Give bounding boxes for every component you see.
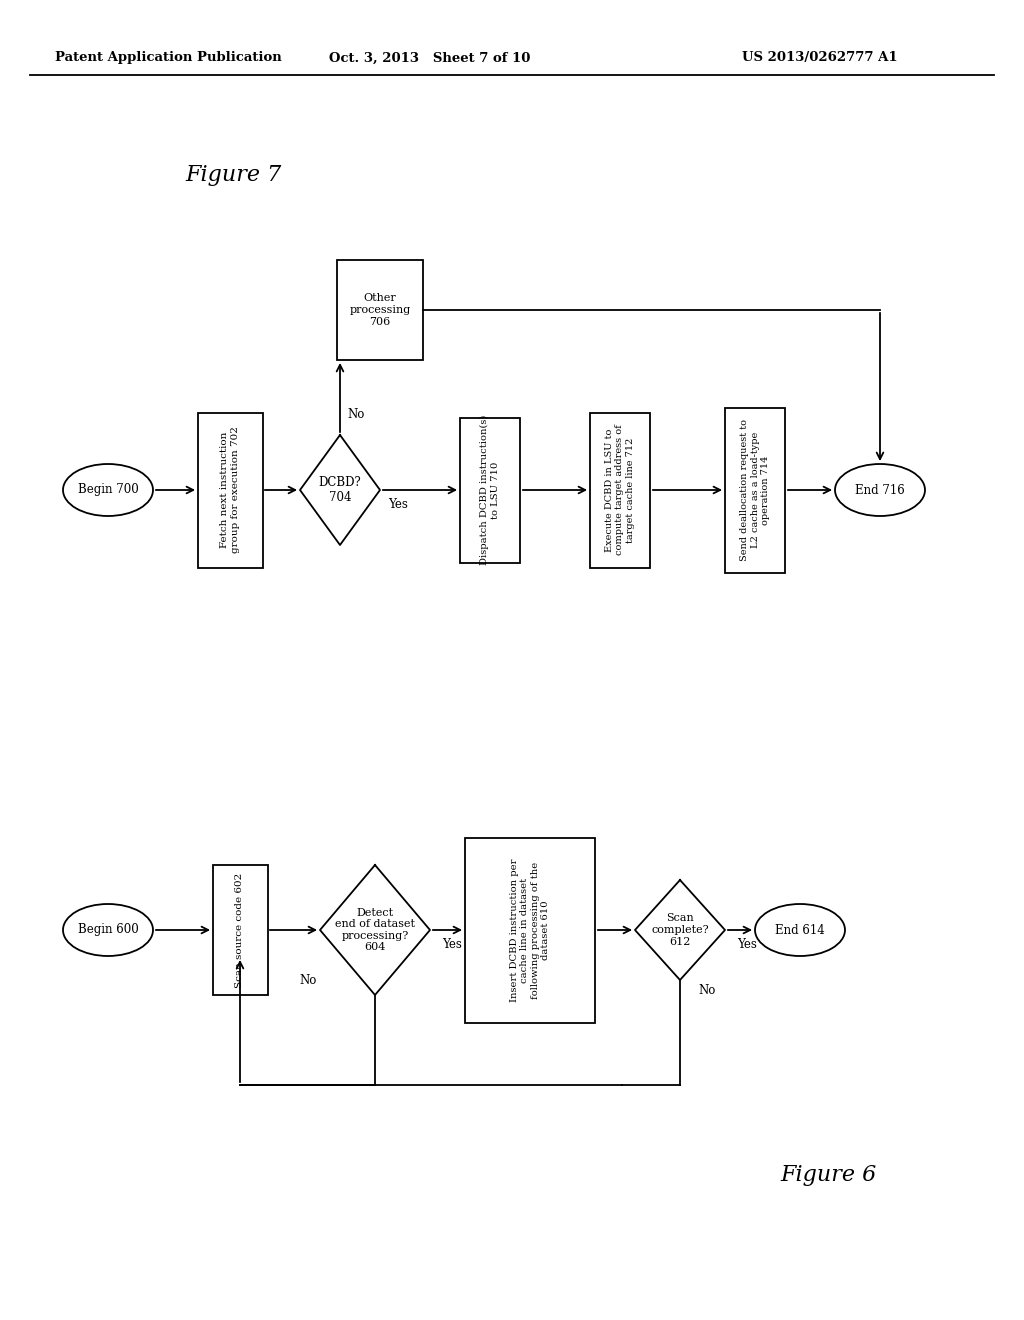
Text: Scan source code 602: Scan source code 602: [236, 873, 245, 987]
Text: Fetch next instruction
group for execution 702: Fetch next instruction group for executi…: [220, 426, 240, 553]
Bar: [198, 412, 262, 568]
Text: Yes: Yes: [442, 937, 462, 950]
Bar: [725, 408, 785, 573]
Bar: [213, 865, 267, 995]
Text: Detect
end of dataset
processing?
604: Detect end of dataset processing? 604: [335, 908, 415, 953]
Text: Scan
complete?
612: Scan complete? 612: [651, 913, 709, 946]
Bar: [337, 260, 423, 360]
Text: Begin 600: Begin 600: [78, 924, 138, 936]
Text: Begin 700: Begin 700: [78, 483, 138, 496]
Text: Yes: Yes: [737, 937, 757, 950]
Bar: [465, 837, 595, 1023]
Text: Oct. 3, 2013   Sheet 7 of 10: Oct. 3, 2013 Sheet 7 of 10: [330, 51, 530, 65]
Bar: [590, 412, 650, 568]
Text: End 716: End 716: [855, 483, 905, 496]
Text: Send deallocation request to
L2 cache as a load-type
operation 714: Send deallocation request to L2 cache as…: [740, 418, 770, 561]
Text: No: No: [299, 974, 316, 986]
Bar: [460, 417, 520, 562]
Text: DCBD?
704: DCBD? 704: [318, 477, 361, 504]
Text: No: No: [698, 983, 716, 997]
Text: End 614: End 614: [775, 924, 825, 936]
Text: Execute DCBD in LSU to
compute target address of
target cache line 712: Execute DCBD in LSU to compute target ad…: [605, 425, 635, 556]
Text: Figure 7: Figure 7: [185, 164, 282, 186]
Text: Dispatch DCBD instruction(s)
to LSU 710: Dispatch DCBD instruction(s) to LSU 710: [480, 414, 500, 565]
Text: Patent Application Publication: Patent Application Publication: [55, 51, 282, 65]
Text: Figure 6: Figure 6: [780, 1164, 877, 1185]
Text: Yes: Yes: [388, 498, 408, 511]
Text: US 2013/0262777 A1: US 2013/0262777 A1: [742, 51, 898, 65]
Text: No: No: [347, 408, 365, 421]
Text: Other
processing
706: Other processing 706: [349, 293, 411, 326]
Text: Insert DCBD instruction per
cache line in dataset
following processing of the
da: Insert DCBD instruction per cache line i…: [510, 858, 550, 1002]
